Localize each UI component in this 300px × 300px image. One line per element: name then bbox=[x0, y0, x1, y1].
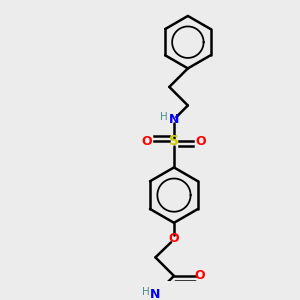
Text: H: H bbox=[160, 112, 168, 122]
Text: O: O bbox=[169, 232, 179, 245]
Text: O: O bbox=[196, 135, 206, 148]
Text: N: N bbox=[150, 288, 161, 300]
Text: O: O bbox=[194, 269, 205, 282]
Text: O: O bbox=[142, 135, 152, 148]
Text: N: N bbox=[169, 113, 179, 126]
Text: S: S bbox=[169, 134, 179, 148]
Text: H: H bbox=[142, 287, 150, 297]
